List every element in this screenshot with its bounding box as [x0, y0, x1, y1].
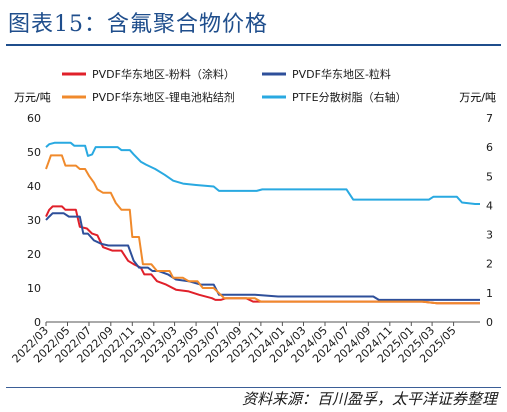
- y-tick-label-right: 6: [486, 141, 493, 154]
- title-rule: [6, 44, 501, 46]
- y-tick-label-left: 30: [27, 214, 41, 227]
- y-axis-label-left: 万元/吨: [14, 91, 51, 104]
- source-note: 资料来源：百川盈孚，太平洋证券整理: [241, 390, 497, 408]
- y-tick-label-right: 4: [486, 199, 493, 212]
- y-tick-label-right: 0: [486, 316, 493, 329]
- series-line: [45, 154, 480, 305]
- series-line: [45, 141, 480, 205]
- legend-label: PTFE分散树脂（右轴）: [292, 90, 407, 104]
- footer-rule: [6, 387, 501, 388]
- series-line: [45, 212, 480, 301]
- series-line: [45, 205, 480, 305]
- y-tick-label-right: 3: [486, 229, 493, 242]
- y-tick-label-right: 2: [486, 258, 493, 271]
- y-tick-label-left: 20: [27, 248, 41, 261]
- legend: PVDF华东地区-粉料（涂料） PVDF华东地区-粒料 PVDF华东地区-锂电池粘结…: [62, 67, 407, 104]
- legend-label: PVDF华东地区-锂电池粘结剂: [92, 90, 235, 104]
- y-tick-label-right: 1: [486, 287, 493, 300]
- figure-title: 图表15：含氟聚合物价格: [8, 12, 268, 37]
- y-tick-label-left: 40: [27, 180, 41, 193]
- y-tick-label-left: 10: [27, 282, 41, 295]
- axes: 0102030405060012345672022/032022/052022/…: [10, 112, 493, 365]
- y-tick-label-right: 7: [486, 112, 493, 125]
- legend-label: PVDF华东地区-粉料（涂料）: [92, 67, 235, 81]
- legend-label: PVDF华东地区-粒料: [292, 67, 391, 81]
- y-tick-label-left: 0: [34, 316, 41, 329]
- y-tick-label-right: 5: [486, 170, 493, 183]
- plot-area: [45, 141, 480, 305]
- y-tick-label-left: 50: [27, 146, 41, 159]
- y-axis-label-right: 万元/吨: [459, 91, 496, 104]
- y-tick-label-left: 60: [27, 112, 41, 125]
